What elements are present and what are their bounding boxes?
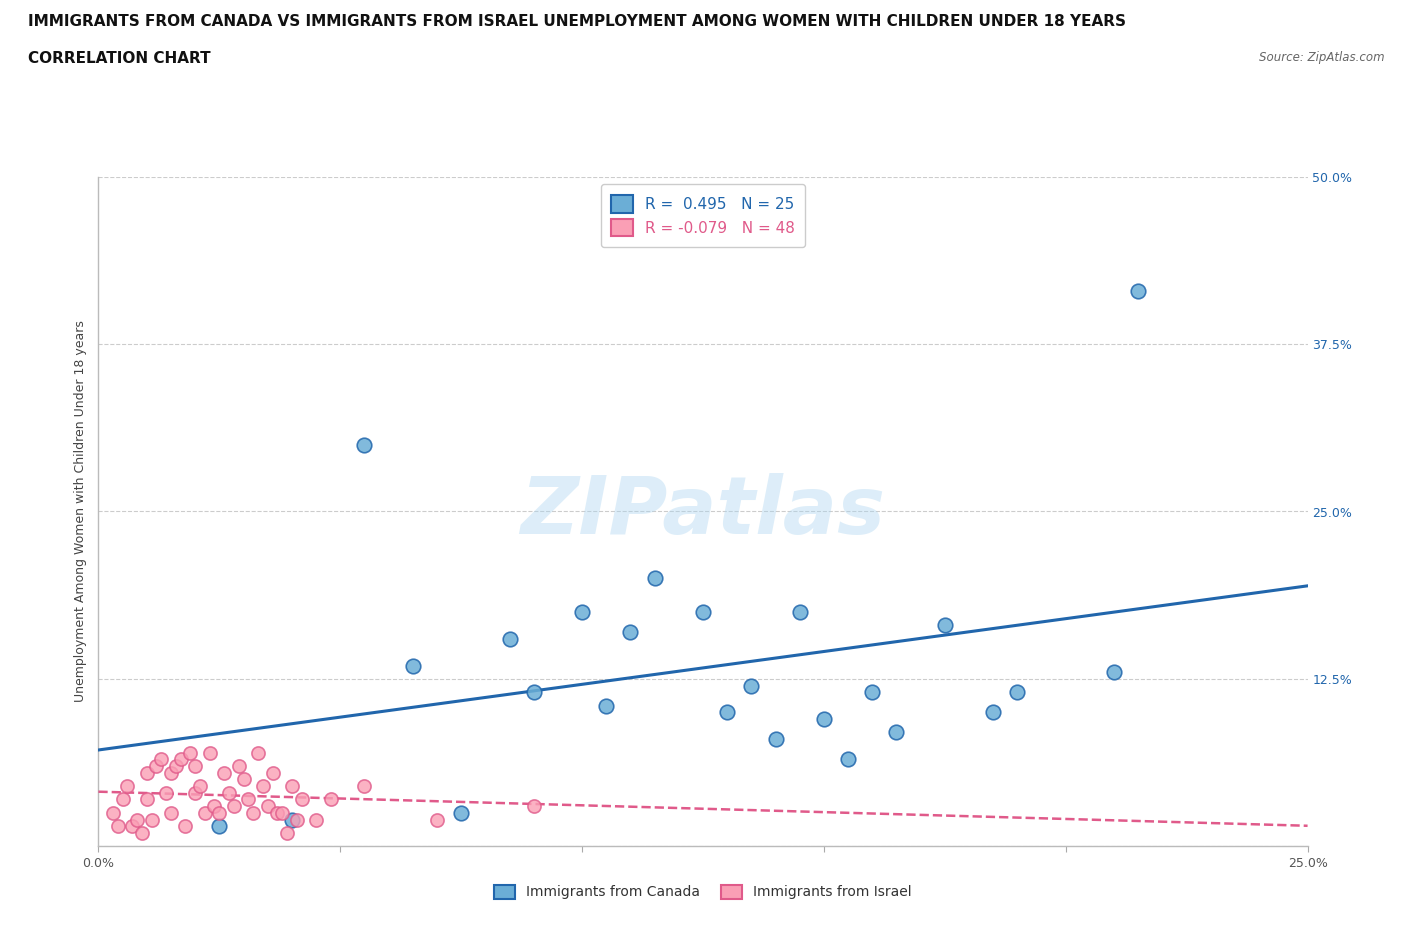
Point xyxy=(194,805,217,820)
Text: IMMIGRANTS FROM CANADA VS IMMIGRANTS FROM ISRAEL UNEMPLOYMENT AMONG WOMEN WITH C: IMMIGRANTS FROM CANADA VS IMMIGRANTS FRO… xyxy=(28,14,1126,29)
Point xyxy=(319,792,342,807)
Point xyxy=(184,785,207,800)
Point xyxy=(111,792,134,807)
Point xyxy=(262,765,284,780)
Point xyxy=(305,812,328,827)
Point xyxy=(1007,684,1029,699)
Point xyxy=(276,826,298,841)
Point xyxy=(619,625,641,640)
Point xyxy=(402,658,425,673)
Point xyxy=(127,812,149,827)
Y-axis label: Unemployment Among Women with Children Under 18 years: Unemployment Among Women with Children U… xyxy=(75,321,87,702)
Point xyxy=(813,711,835,726)
Point xyxy=(644,571,666,586)
Point xyxy=(523,799,546,814)
Point xyxy=(232,772,254,787)
Point xyxy=(169,751,191,766)
Point xyxy=(107,818,129,833)
Point xyxy=(281,812,304,827)
Point xyxy=(595,698,617,713)
Point xyxy=(426,812,449,827)
Point xyxy=(160,765,183,780)
Point xyxy=(252,778,274,793)
Point xyxy=(155,785,177,800)
Point xyxy=(934,618,956,632)
Point xyxy=(523,684,546,699)
Point xyxy=(141,812,163,827)
Point xyxy=(208,818,231,833)
Point xyxy=(981,705,1004,720)
Point xyxy=(238,792,260,807)
Point xyxy=(450,805,472,820)
Point xyxy=(179,745,201,760)
Point xyxy=(789,604,811,619)
Point xyxy=(740,678,762,693)
Legend: Immigrants from Canada, Immigrants from Israel: Immigrants from Canada, Immigrants from … xyxy=(488,878,918,907)
Text: CORRELATION CHART: CORRELATION CHART xyxy=(28,51,211,66)
Point xyxy=(281,778,304,793)
Point xyxy=(271,805,294,820)
Point xyxy=(222,799,245,814)
Point xyxy=(198,745,221,760)
Point xyxy=(174,818,197,833)
Point xyxy=(160,805,183,820)
Point xyxy=(1128,283,1150,298)
Point xyxy=(101,805,124,820)
Point xyxy=(256,799,278,814)
Point xyxy=(571,604,593,619)
Point xyxy=(765,732,787,747)
Point xyxy=(290,792,312,807)
Point xyxy=(837,751,859,766)
Point xyxy=(1102,665,1125,680)
Point xyxy=(860,684,883,699)
Point xyxy=(353,437,375,452)
Text: Source: ZipAtlas.com: Source: ZipAtlas.com xyxy=(1260,51,1385,64)
Point xyxy=(498,631,520,646)
Point xyxy=(131,826,153,841)
Point xyxy=(165,759,187,774)
Point xyxy=(266,805,288,820)
Point xyxy=(121,818,143,833)
Point xyxy=(285,812,308,827)
Point xyxy=(692,604,714,619)
Point xyxy=(716,705,738,720)
Point xyxy=(135,765,157,780)
Point xyxy=(208,805,231,820)
Point xyxy=(212,765,235,780)
Point xyxy=(228,759,250,774)
Point xyxy=(247,745,270,760)
Point xyxy=(150,751,173,766)
Point xyxy=(218,785,240,800)
Point xyxy=(184,759,207,774)
Point xyxy=(145,759,167,774)
Point xyxy=(353,778,375,793)
Point xyxy=(204,799,226,814)
Text: ZIPatlas: ZIPatlas xyxy=(520,472,886,551)
Point xyxy=(135,792,157,807)
Point xyxy=(117,778,139,793)
Point xyxy=(242,805,264,820)
Point xyxy=(886,725,908,740)
Point xyxy=(188,778,211,793)
